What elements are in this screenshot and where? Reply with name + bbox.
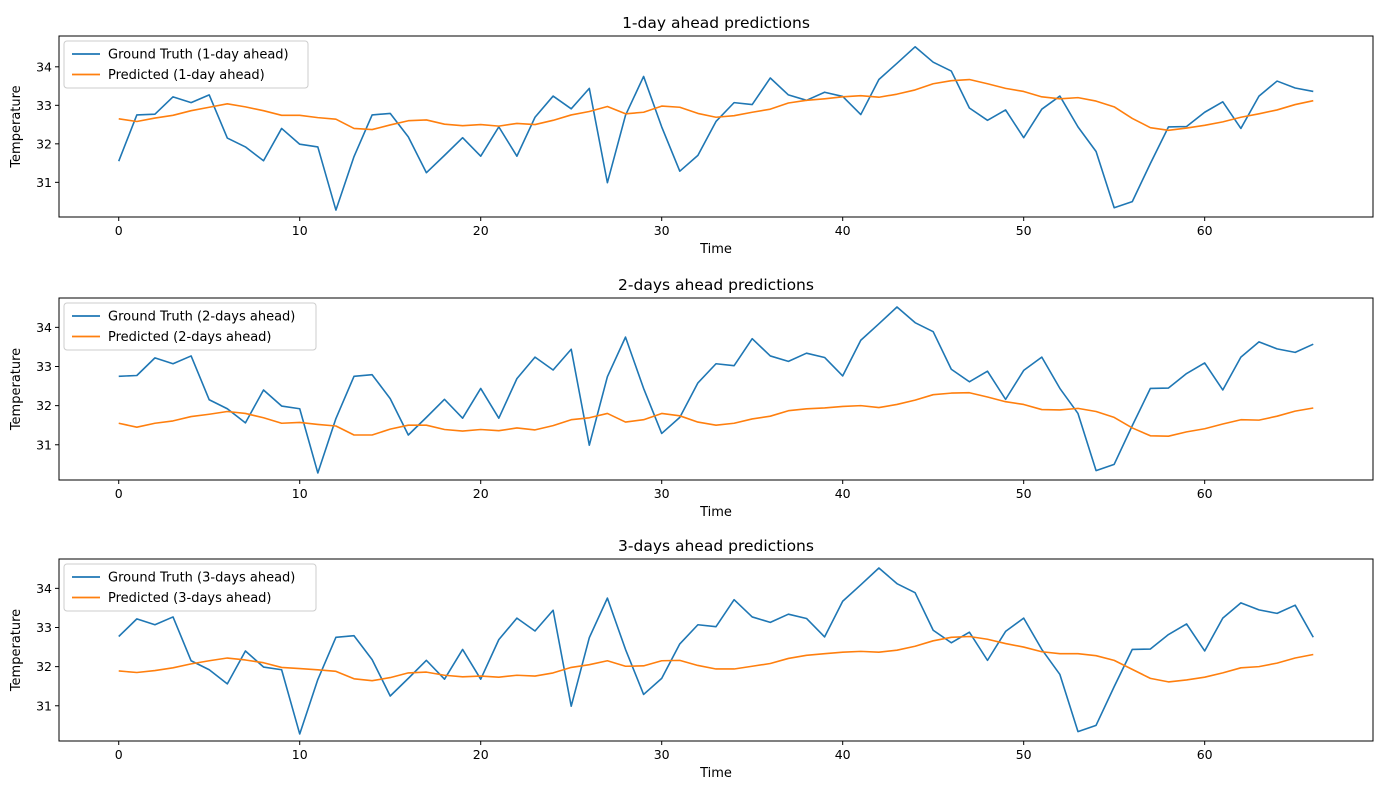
y-axis-label: Temperature bbox=[9, 348, 24, 431]
y-axis-label: Temperature bbox=[9, 85, 24, 168]
legend-entry: Predicted (1-day ahead) bbox=[108, 68, 265, 83]
legend-box bbox=[63, 563, 317, 612]
x-tick-label: 40 bbox=[835, 486, 851, 501]
y-tick-label: 31 bbox=[36, 175, 52, 190]
x-tick-label: 40 bbox=[835, 223, 851, 238]
x-tick-label: 50 bbox=[1016, 223, 1032, 238]
chart-title: 3-days ahead predictions bbox=[618, 537, 814, 555]
x-tick-label: 20 bbox=[473, 486, 489, 501]
legend-entry: Ground Truth (2-days ahead) bbox=[108, 310, 295, 325]
axes-frame bbox=[58, 558, 1374, 742]
ground-truth-line bbox=[117, 45, 1314, 211]
y-tick-label: 34 bbox=[36, 320, 52, 335]
chart-title: 1-day ahead predictions bbox=[622, 14, 810, 32]
y-tick-label: 31 bbox=[36, 698, 52, 713]
x-tick-label: 10 bbox=[292, 747, 308, 762]
y-tick-label: 32 bbox=[36, 136, 52, 151]
legend-box bbox=[63, 302, 317, 351]
y-tick-label: 33 bbox=[36, 359, 52, 374]
x-tick-label: 60 bbox=[1197, 486, 1213, 501]
predicted-line bbox=[118, 635, 1314, 683]
x-tick-label: 0 bbox=[115, 223, 123, 238]
y-tick-label: 32 bbox=[36, 398, 52, 413]
chart-panel-3: 3-days ahead predictions 0 10 20 30 40 50 60 31 3… bbox=[9, 537, 1374, 781]
x-tick-label: 60 bbox=[1197, 747, 1213, 762]
x-axis-label: Time bbox=[699, 242, 732, 257]
legend-entry: Predicted (3-days ahead) bbox=[108, 591, 272, 606]
x-tick-label: 0 bbox=[115, 486, 123, 501]
x-tick-label: 20 bbox=[473, 223, 489, 238]
chart-panel-2: 2-days ahead predictions 0 10 20 30 40 50 60 31 3… bbox=[9, 276, 1374, 520]
x-tick-label: 50 bbox=[1016, 486, 1032, 501]
y-tick-label: 33 bbox=[36, 98, 52, 113]
chart-panel-1: 1-day ahead predictions 0 10 20 30 40 50 60 31 32… bbox=[9, 14, 1374, 257]
y-tick-label: 32 bbox=[36, 659, 52, 674]
ground-truth-line bbox=[118, 306, 1314, 474]
legend-entry: Ground Truth (1-day ahead) bbox=[108, 48, 289, 63]
x-tick-label: 0 bbox=[115, 747, 123, 762]
y-tick-label: 33 bbox=[36, 620, 52, 635]
y-tick-label: 31 bbox=[36, 437, 52, 452]
axes-frame bbox=[58, 35, 1374, 218]
y-tick-label: 34 bbox=[36, 59, 52, 74]
x-tick-label: 30 bbox=[654, 486, 670, 501]
x-tick-label: 30 bbox=[654, 747, 670, 762]
x-tick-label: 20 bbox=[473, 747, 489, 762]
ground-truth-line bbox=[118, 567, 1314, 735]
y-tick-label: 34 bbox=[36, 581, 52, 596]
y-axis-label: Temperature bbox=[9, 609, 24, 692]
x-axis-label: Time bbox=[699, 505, 732, 520]
legend-entry: Predicted (2-days ahead) bbox=[108, 330, 272, 345]
legend-box bbox=[63, 40, 309, 89]
legend-entry: Ground Truth (3-days ahead) bbox=[108, 571, 295, 586]
x-tick-label: 50 bbox=[1016, 747, 1032, 762]
predicted-line bbox=[118, 78, 1314, 132]
x-tick-label: 10 bbox=[292, 486, 308, 501]
x-tick-label: 30 bbox=[654, 223, 670, 238]
x-tick-label: 60 bbox=[1197, 223, 1213, 238]
axes-frame bbox=[58, 297, 1374, 481]
predicted-line bbox=[118, 391, 1314, 437]
x-axis-label: Time bbox=[699, 766, 732, 781]
x-tick-label: 40 bbox=[835, 747, 851, 762]
x-tick-label: 10 bbox=[292, 223, 308, 238]
chart-title: 2-days ahead predictions bbox=[618, 276, 814, 294]
